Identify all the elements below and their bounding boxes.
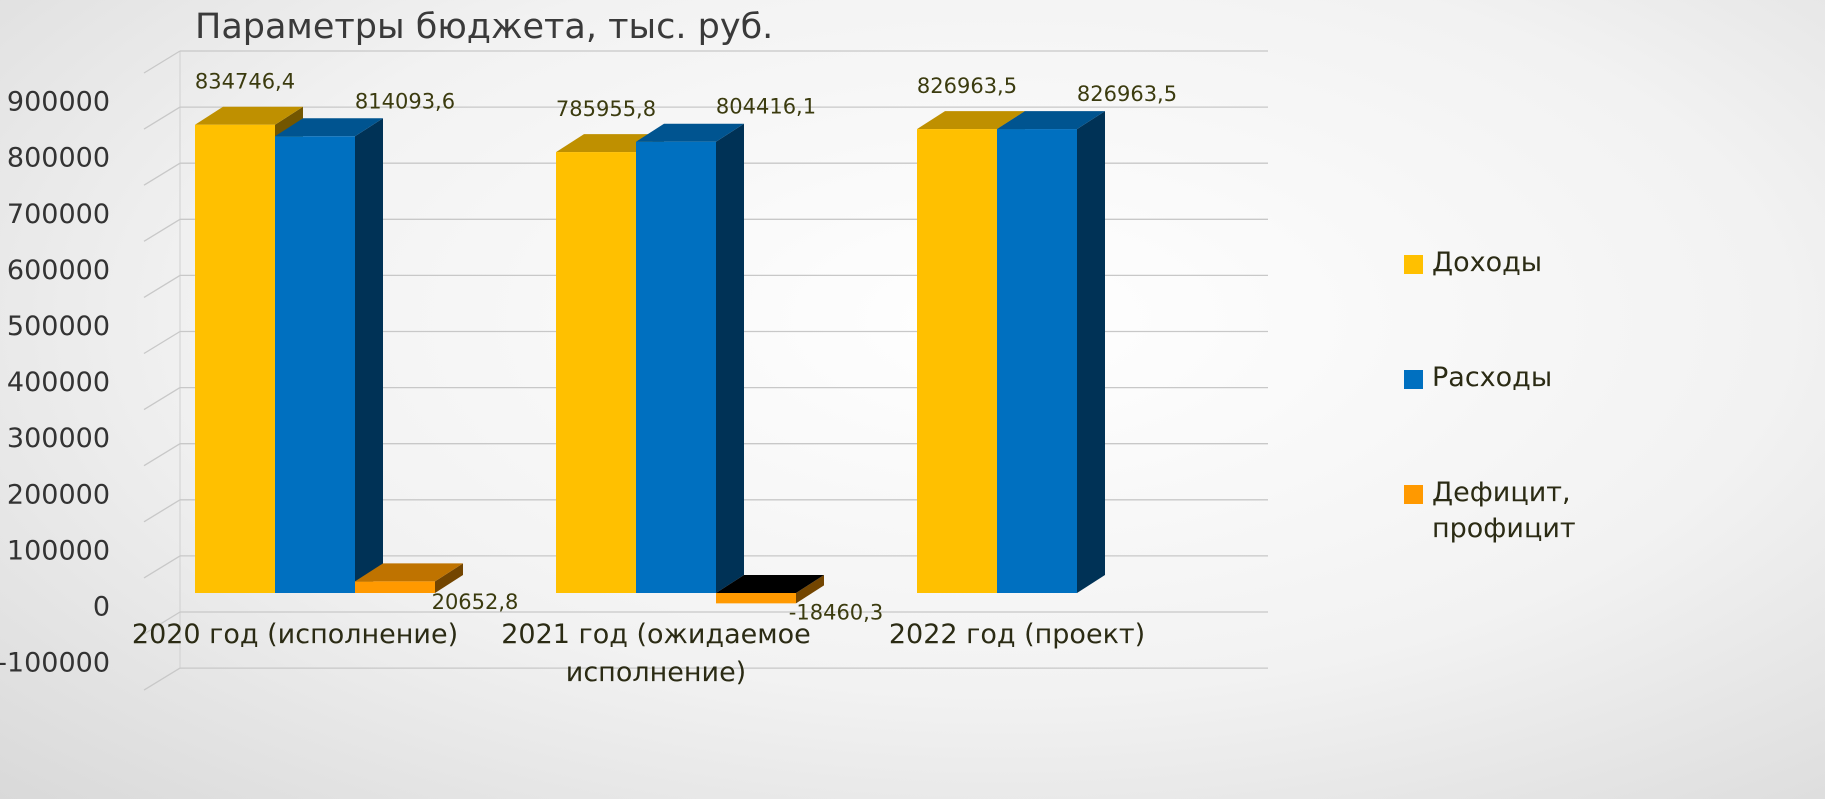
bar-side (1077, 111, 1105, 593)
chart: Параметры бюджета, тыс. руб. -100000 0 100… (0, 0, 1825, 799)
side-grid-line (144, 332, 180, 354)
y-tick-label: 400000 (7, 367, 110, 398)
x-tick-label: 2022 год (проект) (837, 616, 1197, 654)
x-tick-label: 2020 год (исполнение) (115, 616, 475, 654)
bar (917, 129, 997, 593)
bar (997, 129, 1077, 593)
data-label: 804416,1 (716, 95, 816, 119)
y-tick-label: 500000 (7, 311, 110, 342)
y-tick-label: 300000 (7, 423, 110, 454)
data-label: 20652,8 (432, 590, 519, 614)
data-label: 785955,8 (556, 97, 656, 121)
side-grid-line (144, 219, 180, 241)
side-grid-line (144, 388, 180, 410)
legend-swatch (1404, 370, 1423, 389)
y-tick-label: 600000 (7, 255, 110, 286)
data-label: 826963,5 (917, 74, 1017, 98)
chart-title: Параметры бюджета, тыс. руб. (195, 7, 773, 47)
y-tick-label: 200000 (7, 479, 110, 510)
bar (716, 593, 796, 603)
legend-swatch (1404, 255, 1423, 274)
side-grid-line (144, 500, 180, 522)
y-tick-label: 800000 (7, 143, 110, 174)
legend-label: Доходы (1432, 245, 1582, 281)
y-tick-label: -100000 (0, 648, 110, 679)
bar (275, 136, 355, 593)
bar (556, 152, 636, 593)
side-grid-line (144, 444, 180, 466)
side-grid-line (144, 556, 180, 578)
legend-label: Расходы (1432, 360, 1582, 396)
side-grid-line (144, 163, 180, 185)
legend-swatch (1404, 485, 1423, 504)
bar (355, 581, 435, 593)
side-grid-line (144, 51, 180, 73)
data-label: 826963,5 (1077, 82, 1177, 106)
data-label: 814093,6 (355, 89, 455, 113)
side-grid-line (144, 107, 180, 129)
y-tick-label: 100000 (7, 535, 110, 566)
y-tick-label: 900000 (7, 87, 110, 118)
bar (195, 125, 275, 593)
x-tick-label: 2021 год (ожидаемое исполнение) (476, 616, 836, 692)
side-grid-line (144, 275, 180, 297)
bar-side (355, 118, 383, 593)
page: Параметры бюджета, тыс. руб. -100000 0 100… (0, 0, 1825, 799)
y-tick-label: 0 (93, 592, 110, 623)
data-label: 834746,4 (195, 70, 295, 94)
bar-side (716, 124, 744, 593)
y-tick-label: 700000 (7, 199, 110, 230)
bar (636, 142, 716, 593)
legend-label: Дефицит, профицит (1432, 475, 1582, 547)
side-grid-line (144, 668, 180, 690)
